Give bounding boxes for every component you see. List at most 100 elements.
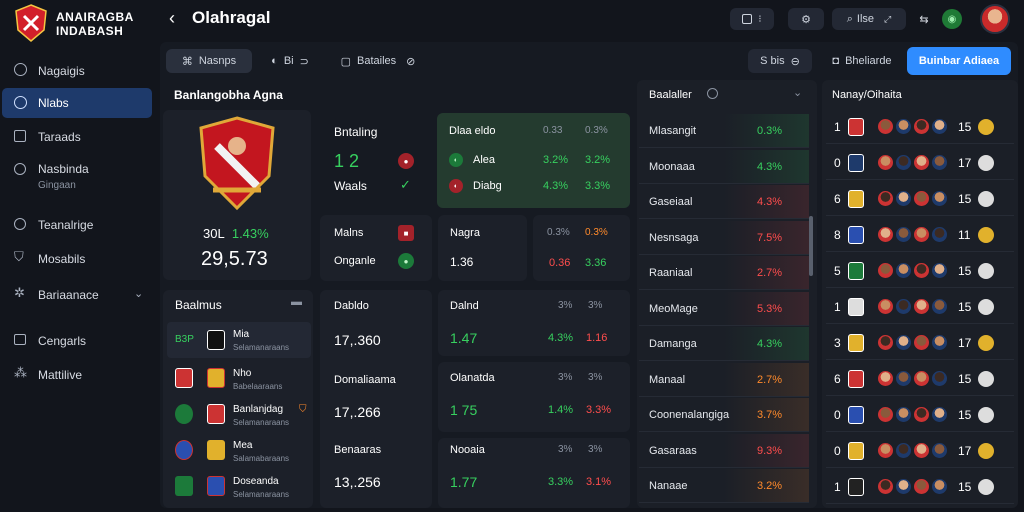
sidebar-item-sublabel: Gingaan [38, 180, 76, 191]
market-row-name: Nesnsaga [649, 231, 699, 244]
sidebar-item-mosabils[interactable]: ⛉ Mosabils [8, 246, 152, 272]
sidebar-item-label: Teanalrige [38, 218, 94, 232]
scrollbar[interactable] [809, 216, 813, 276]
team-crest-icon [848, 190, 864, 208]
market-row-value: 2.7% [757, 267, 783, 279]
player-avatar [914, 407, 929, 422]
ranking-row[interactable]: Banlanjdag Selamanaraans ⛉ [167, 398, 311, 432]
status-online-icon[interactable]: ◉ [942, 9, 962, 29]
market-row[interactable]: Damanga 4.3% [639, 327, 809, 361]
league-score: 17 [958, 444, 972, 458]
market-row[interactable]: Coonenalangiga 3.7% [639, 398, 809, 432]
league-row[interactable]: 6 15 [826, 182, 1014, 216]
search-button[interactable]: ⌕ Ilse ⤢ [832, 8, 906, 30]
market-row[interactable]: Mlasangit 0.3% [639, 114, 809, 148]
league-row[interactable]: 1 15 [826, 290, 1014, 324]
check-icon: ✓ [400, 177, 411, 192]
more-icon[interactable]: ▬ [291, 296, 302, 308]
share-icon[interactable]: ⇆ [919, 13, 929, 26]
team-crest-icon [848, 226, 864, 244]
market-row[interactable]: Moonaaa 4.3% [639, 149, 809, 184]
betting-card[interactable]: Bntaling 1 2 ● Waals ✓ [320, 113, 432, 208]
card-title: Malns [334, 227, 364, 239]
player-avatar [896, 479, 911, 494]
collapse-icon[interactable]: ⌄ [793, 87, 803, 99]
shield-icon: ⛉ [299, 404, 307, 415]
league-row[interactable]: 0 17 [826, 146, 1014, 180]
ranking-name: Nho [233, 368, 252, 379]
market-row[interactable]: Raaniaal 2.7% [639, 256, 809, 290]
malns-card[interactable]: Malns ■ Onganle ● [320, 215, 432, 281]
league-row[interactable]: 1 15 [826, 110, 1014, 144]
betting-title: Bntaling [334, 125, 378, 139]
sidebar-item-teanalrige[interactable]: Teanalrige [8, 212, 152, 238]
ranking-row[interactable]: B3P Mia Selamanaraans [167, 322, 311, 358]
sidebar-item-bariaanace[interactable]: ✲ Bariaanace ⌄ [8, 282, 152, 308]
odds-row-name: Diabg [473, 180, 502, 192]
info-icon[interactable] [707, 88, 718, 99]
league-row[interactable]: 6 15 [826, 362, 1014, 396]
market-row[interactable]: Nanaae 3.2% [639, 469, 809, 503]
player-avatar [932, 407, 947, 422]
league-row[interactable]: 1 15 [826, 470, 1014, 504]
player-avatar [914, 443, 929, 458]
sidebar-item-nagaigis[interactable]: Nagaigis [8, 58, 152, 84]
market-row[interactable]: MeoMage 5.3% [639, 291, 809, 326]
sidebar-item-taraads[interactable]: Taraads [8, 124, 152, 150]
sidebar-item-nasbinda[interactable]: Nasbinda Gingaan [8, 156, 152, 196]
league-rank: 1 [834, 300, 841, 314]
league-row[interactable]: 3 17 [826, 326, 1014, 360]
tab-nasnps[interactable]: ⌘ Nasnps [166, 49, 252, 73]
tab-bi[interactable]: ◐ Bi ⊃ [262, 49, 318, 73]
league-row[interactable]: 5 15 [826, 254, 1014, 288]
stats-card-3[interactable]: Nooaia 3% 3% 1.77 3.3% 3.1% [438, 438, 630, 508]
sidebar-item-nlabs[interactable]: Nlabs [2, 88, 152, 118]
brand: ANAIRAGBA INDABASH [14, 4, 154, 42]
user-avatar[interactable] [980, 4, 1010, 34]
ranking-name: Doseanda [233, 476, 279, 487]
player-avatar [878, 371, 893, 386]
league-row[interactable]: 0 15 [826, 398, 1014, 432]
featured-card[interactable]: 30L 1.43% 29,5.73 [163, 110, 311, 280]
stat-header: 3% [588, 444, 603, 455]
league-rank: 5 [834, 264, 841, 278]
back-button[interactable]: ‹ [169, 7, 175, 28]
odds-card[interactable]: Dlaa eldo 0.33 0.3% ◐ Alea 3.2% 3.2% ◐ D… [437, 113, 630, 208]
ranking-sub: Selamanaraans [233, 418, 290, 427]
stats-card-1[interactable]: Dalnd 3% 3% 1.47 4.3% 1.16 [438, 290, 630, 356]
team-crest-icon: ◐ [449, 179, 463, 193]
sidebar-item-mattilive[interactable]: ⁂ Mattilive [8, 362, 152, 388]
calendar-button[interactable]: ⁝ [730, 8, 774, 30]
market-row-value: 4.3% [757, 338, 783, 350]
sort-button[interactable]: S bis ⊖ [748, 49, 812, 73]
stat-title: Dalnd [450, 300, 479, 312]
stat-header: 3% [558, 444, 573, 455]
filter-button[interactable]: ◘ Bheliarde [826, 49, 898, 73]
nagra-card[interactable]: Nagra 1.36 [438, 215, 527, 281]
settings-button[interactable]: ⚙ [788, 8, 824, 30]
odds-mini-card[interactable]: 0.3% 0.3% 0.36 3.36 [533, 215, 630, 281]
league-row[interactable]: 8 11 [826, 218, 1014, 252]
tab-batailes[interactable]: ▢ Batailes ⊘ [330, 49, 426, 73]
league-row[interactable]: 0 17 [826, 434, 1014, 468]
shield-icon: ⛉ [14, 249, 24, 264]
player-avatar [896, 335, 911, 350]
league-rank: 1 [834, 120, 841, 134]
team-crest-icon [207, 476, 225, 496]
player-avatar [878, 227, 893, 242]
market-row[interactable]: Gaseiaal 4.3% [639, 185, 809, 219]
market-row[interactable]: Manaal 2.7% [639, 362, 809, 397]
odds-row-v2: 3.2% [585, 154, 611, 166]
league-rank: 3 [834, 336, 841, 350]
sidebar-item-cengarls[interactable]: Cengarls [8, 328, 152, 354]
ranking-row[interactable]: Mea Salamabaraans [167, 434, 311, 468]
ranking-row[interactable]: Nho Babelaaraans [167, 362, 311, 396]
player-avatar [896, 371, 911, 386]
player-avatar [914, 335, 929, 350]
ranking-row[interactable]: Doseanda Selamanaraans [167, 470, 311, 504]
stats-card-2[interactable]: Olanatda 3% 3% 1 75 1.4% 3.3% [438, 362, 630, 432]
market-row[interactable]: Nesnsaga 7.5% [639, 220, 809, 255]
primary-action-button[interactable]: Buinbar Adiaea [907, 47, 1011, 75]
market-row[interactable]: Gasaraas 9.3% [639, 433, 809, 468]
player-avatar [878, 119, 893, 134]
